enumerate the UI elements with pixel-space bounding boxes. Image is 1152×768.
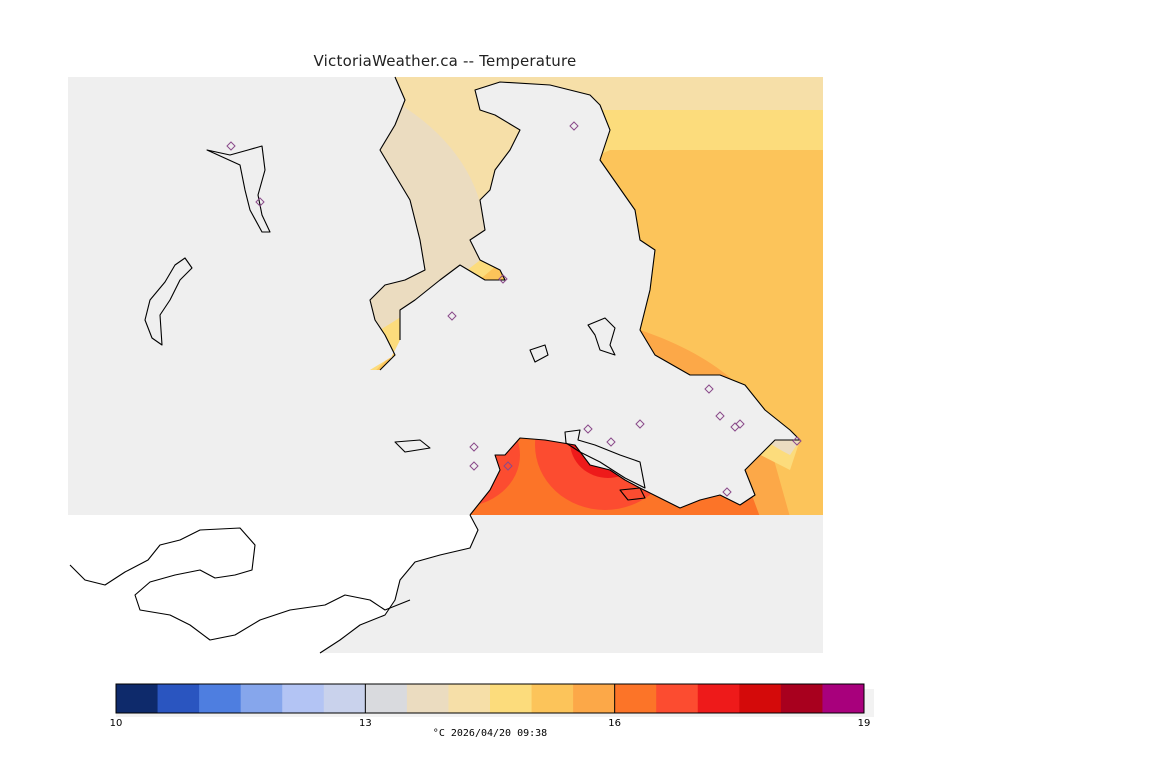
legend-tick-label: 19 — [858, 718, 871, 729]
legend-swatch — [822, 684, 865, 713]
legend-swatch — [656, 684, 699, 713]
legend-tick-label: 13 — [359, 718, 372, 729]
legend-color-bar — [116, 684, 865, 713]
diamond-icon — [469, 442, 479, 452]
diamond-icon — [469, 461, 479, 471]
diamond-icon — [715, 411, 725, 421]
legend-ticks: 10 13 16 19 — [110, 684, 871, 729]
diamond-icon — [569, 121, 579, 131]
coastlines — [69, 76, 801, 654]
legend-swatch — [448, 684, 491, 713]
diamond-icon — [583, 424, 593, 434]
diamond-icon — [503, 461, 513, 471]
legend-swatch — [573, 684, 616, 713]
diamond-icon — [498, 274, 508, 284]
diamond-icon — [735, 419, 745, 429]
diamond-icon — [606, 437, 616, 447]
diamond-icon — [704, 384, 714, 394]
legend-swatch — [365, 684, 408, 713]
legend-swatch — [531, 684, 574, 713]
legend-swatch — [614, 684, 657, 713]
legend-swatch — [406, 684, 449, 713]
legend-caption: °C 2026/04/20 09:38 — [432, 728, 548, 739]
diamond-icon — [226, 141, 236, 151]
legend-swatch — [240, 684, 283, 713]
diamond-icon — [447, 311, 457, 321]
diamond-icon — [722, 487, 732, 497]
diamond-icon — [635, 419, 645, 429]
legend-swatch — [490, 684, 533, 713]
legend-swatch — [323, 684, 366, 713]
legend-swatch — [199, 684, 242, 713]
legend-swatch — [157, 684, 200, 713]
diamond-icon — [792, 436, 802, 446]
legend-swatch — [780, 684, 823, 713]
map-title: VictoriaWeather.ca -- Temperature — [313, 52, 577, 70]
legend-tick-label: 16 — [608, 718, 621, 729]
legend-swatch — [739, 684, 782, 713]
legend-swatch — [697, 684, 740, 713]
legend-swatch — [282, 684, 325, 713]
diamond-icon — [255, 197, 265, 207]
legend-tick-label: 10 — [110, 718, 123, 729]
legend-swatch — [116, 684, 159, 713]
station-markers — [226, 121, 802, 497]
